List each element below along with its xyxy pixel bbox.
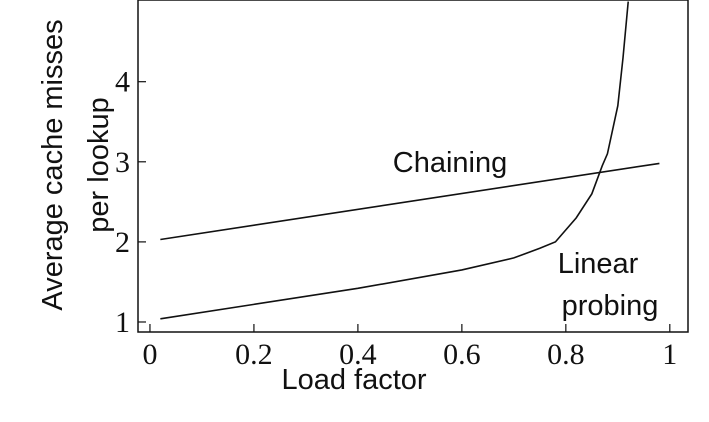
x-tick-label: 0.8 (547, 338, 585, 371)
x-tick-label: 0.4 (339, 338, 377, 371)
x-tick-label: 1 (662, 338, 677, 371)
line-series (160, 162, 660, 241)
y-axis-label: Average cache misses (37, 19, 69, 310)
y-tick-label: 3 (115, 146, 130, 179)
y-tick-label: 4 (115, 66, 130, 99)
plot-frame (137, 0, 689, 333)
y-axis-label: per lookup (83, 97, 115, 232)
annotation: probing (562, 290, 659, 322)
line-series (160, 1, 630, 320)
annotation: Linear (558, 248, 639, 280)
plot-area (160, 1, 660, 320)
x-tick-label: 0.6 (443, 338, 481, 371)
y-tick-label: 1 (115, 306, 130, 339)
x-axis-label: Load factor (281, 364, 426, 396)
x-tick-label: 0 (142, 338, 157, 371)
y-tick-label: 2 (115, 226, 130, 259)
annotation: Chaining (393, 147, 507, 179)
x-tick-label: 0.2 (235, 338, 273, 371)
